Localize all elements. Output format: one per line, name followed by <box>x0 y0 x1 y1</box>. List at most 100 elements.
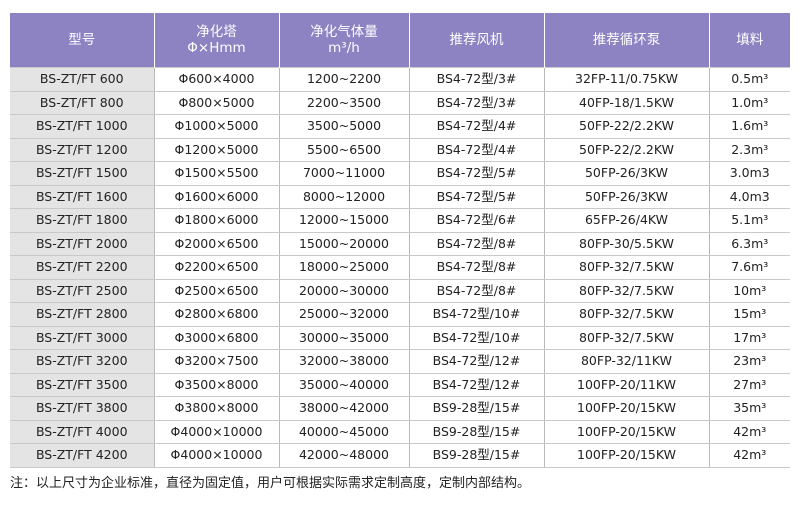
cell-pump: 80FP-32/7.5KW <box>544 326 710 350</box>
cell-fan: BS9-28型/15# <box>409 420 545 444</box>
header-fan: 推荐风机 <box>409 13 545 68</box>
cell-packing: 6.3m³ <box>709 232 790 256</box>
cell-packing: 3.0m3 <box>709 161 790 186</box>
cell-tower-size: Φ4000×10000 <box>154 443 280 468</box>
cell-model: BS-ZT/FT 3200 <box>10 349 155 374</box>
cell-model: BS-ZT/FT 1000 <box>10 114 155 139</box>
cell-pump: 40FP-18/1.5KW <box>544 91 710 115</box>
cell-gas-volume: 5500~6500 <box>279 138 410 162</box>
table-row: BS-ZT/FT 2800 Φ2800×6800 25000~32000 BS4-72… <box>10 302 790 327</box>
cell-gas-volume: 18000~25000 <box>279 255 410 280</box>
cell-pump: 100FP-20/15KW <box>544 396 710 421</box>
cell-tower-size: Φ1000×5000 <box>154 114 280 139</box>
cell-pump: 50FP-26/3KW <box>544 161 710 186</box>
cell-fan: BS4-72型/3# <box>409 67 545 92</box>
cell-fan: BS4-72型/12# <box>409 373 545 397</box>
cell-fan: BS4-72型/4# <box>409 138 545 162</box>
cell-fan: BS4-72型/5# <box>409 161 545 186</box>
cell-pump: 80FP-32/11KW <box>544 349 710 374</box>
cell-gas-volume: 32000~38000 <box>279 349 410 374</box>
cell-packing: 15m³ <box>709 302 790 327</box>
cell-fan: BS9-28型/15# <box>409 443 545 468</box>
cell-gas-volume: 2200~3500 <box>279 91 410 115</box>
table-row: BS-ZT/FT 3800 Φ3800×8000 38000~42000 BS9-28… <box>10 396 790 421</box>
cell-model: BS-ZT/FT 1800 <box>10 208 155 233</box>
table-row: BS-ZT/FT 600 Φ600×4000 1200~2200 BS4-72型/3#… <box>10 67 790 92</box>
cell-pump: 80FP-32/7.5KW <box>544 255 710 280</box>
cell-packing: 4.0m3 <box>709 185 790 209</box>
cell-gas-volume: 25000~32000 <box>279 302 410 327</box>
table-row: BS-ZT/FT 1200 Φ1200×5000 5500~6500 BS4-72型/… <box>10 138 790 162</box>
cell-gas-volume: 7000~11000 <box>279 161 410 186</box>
cell-fan: BS4-72型/3# <box>409 91 545 115</box>
header-line2: Φ×Hmm <box>187 40 246 56</box>
cell-packing: 7.6m³ <box>709 255 790 280</box>
cell-gas-volume: 12000~15000 <box>279 208 410 233</box>
table-row: BS-ZT/FT 2500 Φ2500×6500 20000~30000 BS4-72… <box>10 279 790 303</box>
cell-tower-size: Φ2500×6500 <box>154 279 280 303</box>
cell-tower-size: Φ3500×8000 <box>154 373 280 397</box>
cell-fan: BS4-72型/5# <box>409 185 545 209</box>
cell-fan: BS4-72型/8# <box>409 255 545 280</box>
header-line1: 填料 <box>736 32 764 48</box>
cell-tower-size: Φ3200×7500 <box>154 349 280 374</box>
cell-tower-size: Φ1800×6000 <box>154 208 280 233</box>
cell-pump: 100FP-20/15KW <box>544 420 710 444</box>
header-gas-volume: 净化气体量 m³/h <box>279 13 410 68</box>
cell-model: BS-ZT/FT 2200 <box>10 255 155 280</box>
cell-gas-volume: 15000~20000 <box>279 232 410 256</box>
cell-gas-volume: 30000~35000 <box>279 326 410 350</box>
cell-model: BS-ZT/FT 600 <box>10 67 155 92</box>
cell-gas-volume: 1200~2200 <box>279 67 410 92</box>
cell-pump: 50FP-22/2.2KW <box>544 114 710 139</box>
cell-packing: 2.3m³ <box>709 138 790 162</box>
cell-gas-volume: 42000~48000 <box>279 443 410 468</box>
table-row: BS-ZT/FT 3000 Φ3000×6800 30000~35000 BS4-72… <box>10 326 790 350</box>
cell-packing: 5.1m³ <box>709 208 790 233</box>
header-tower-size: 净化塔 Φ×Hmm <box>154 13 280 68</box>
cell-model: BS-ZT/FT 1600 <box>10 185 155 209</box>
spec-table: 型号 净化塔 Φ×Hmm 净化气体量 m³/h 推荐风机 推荐循环泵 填料 BS-ZT/FT … <box>10 13 790 468</box>
cell-fan: BS4-72型/8# <box>409 279 545 303</box>
cell-pump: 100FP-20/11KW <box>544 373 710 397</box>
cell-pump: 32FP-11/0.75KW <box>544 67 710 92</box>
cell-pump: 80FP-32/7.5KW <box>544 279 710 303</box>
cell-gas-volume: 3500~5000 <box>279 114 410 139</box>
header-line2: m³/h <box>328 40 360 56</box>
table-row: BS-ZT/FT 1500 Φ1500×5500 7000~11000 BS4-72型… <box>10 161 790 186</box>
cell-gas-volume: 38000~42000 <box>279 396 410 421</box>
table-body: BS-ZT/FT 600 Φ600×4000 1200~2200 BS4-72型/3#… <box>10 67 790 468</box>
cell-fan: BS9-28型/15# <box>409 396 545 421</box>
cell-packing: 17m³ <box>709 326 790 350</box>
cell-packing: 23m³ <box>709 349 790 374</box>
cell-tower-size: Φ4000×10000 <box>154 420 280 444</box>
cell-gas-volume: 35000~40000 <box>279 373 410 397</box>
table-row: BS-ZT/FT 3200 Φ3200×7500 32000~38000 BS4-72… <box>10 349 790 374</box>
footnote: 注：以上尺寸为企业标准，直径为固定值，用户可根据实际需求定制高度，定制内部结构。 <box>10 476 531 491</box>
header-packing: 填料 <box>709 13 790 68</box>
table-row: BS-ZT/FT 1800 Φ1800×6000 12000~15000 BS4-72… <box>10 208 790 233</box>
header-line1: 推荐循环泵 <box>592 32 661 48</box>
cell-pump: 65FP-26/4KW <box>544 208 710 233</box>
cell-packing: 1.6m³ <box>709 114 790 139</box>
spec-table-container: 型号 净化塔 Φ×Hmm 净化气体量 m³/h 推荐风机 推荐循环泵 填料 BS-ZT/FT … <box>10 13 790 468</box>
cell-packing: 27m³ <box>709 373 790 397</box>
header-line1: 推荐风机 <box>449 32 504 48</box>
cell-gas-volume: 20000~30000 <box>279 279 410 303</box>
cell-tower-size: Φ3800×8000 <box>154 396 280 421</box>
cell-tower-size: Φ1600×6000 <box>154 185 280 209</box>
cell-packing: 1.0m³ <box>709 91 790 115</box>
table-row: BS-ZT/FT 3500 Φ3500×8000 35000~40000 BS4-72… <box>10 373 790 397</box>
cell-packing: 42m³ <box>709 443 790 468</box>
header-pump: 推荐循环泵 <box>544 13 710 68</box>
cell-model: BS-ZT/FT 1200 <box>10 138 155 162</box>
table-header: 型号 净化塔 Φ×Hmm 净化气体量 m³/h 推荐风机 推荐循环泵 填料 <box>10 13 790 68</box>
cell-model: BS-ZT/FT 4000 <box>10 420 155 444</box>
cell-pump: 80FP-32/7.5KW <box>544 302 710 327</box>
cell-tower-size: Φ2000×6500 <box>154 232 280 256</box>
cell-pump: 100FP-20/15KW <box>544 443 710 468</box>
cell-model: BS-ZT/FT 4200 <box>10 443 155 468</box>
cell-pump: 80FP-30/5.5KW <box>544 232 710 256</box>
table-row: BS-ZT/FT 1000 Φ1000×5000 3500~5000 BS4-72型/… <box>10 114 790 139</box>
cell-tower-size: Φ3000×6800 <box>154 326 280 350</box>
